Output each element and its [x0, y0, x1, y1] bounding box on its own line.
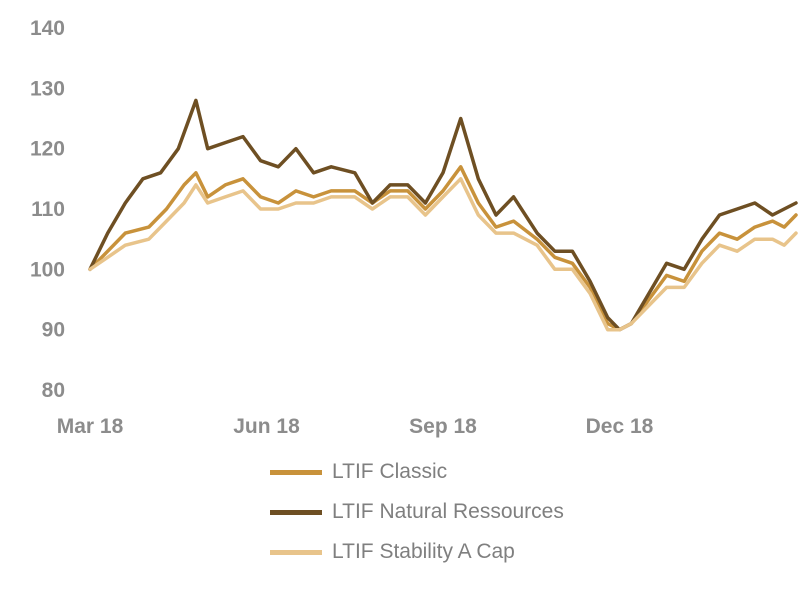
y-tick-label: 140	[30, 17, 65, 40]
legend-swatch-stability	[270, 549, 322, 555]
x-tick-label: Dec 18	[586, 415, 654, 438]
legend-item-classic: LTIF Classic	[270, 452, 564, 492]
legend-swatch-natural-ressources	[270, 509, 322, 515]
x-axis-ticks: Mar 18 Jun 18 Sep 18 Dec 18	[57, 415, 654, 438]
y-tick-label: 130	[30, 77, 65, 100]
legend-item-natural-ressources: LTIF Natural Ressources	[270, 492, 564, 532]
y-tick-label: 100	[30, 258, 65, 281]
legend-item-stability: LTIF Stability A Cap	[270, 532, 564, 572]
y-tick-label: 120	[30, 138, 65, 161]
legend-label-stability: LTIF Stability A Cap	[332, 540, 515, 563]
y-axis-ticks: 140 130 120 110 100 90 80	[30, 17, 65, 402]
x-tick-label: Mar 18	[57, 415, 124, 438]
legend: LTIF Classic LTIF Natural Ressources LTI…	[270, 452, 564, 572]
series-line-ltif-classic	[88, 165, 798, 332]
x-tick-label: Jun 18	[233, 415, 300, 438]
x-tick-label: Sep 18	[409, 415, 477, 438]
series-lines	[88, 98, 798, 332]
series-line-ltif-stability-a-cap	[88, 177, 798, 332]
y-tick-label: 110	[31, 198, 65, 221]
y-tick-label: 80	[42, 379, 65, 402]
legend-label-natural-ressources: LTIF Natural Ressources	[332, 500, 564, 523]
series-line-ltif-natural-ressources	[88, 98, 798, 332]
legend-label-classic: LTIF Classic	[332, 460, 448, 483]
legend-swatch-classic	[270, 469, 322, 475]
y-tick-label: 90	[42, 319, 65, 342]
